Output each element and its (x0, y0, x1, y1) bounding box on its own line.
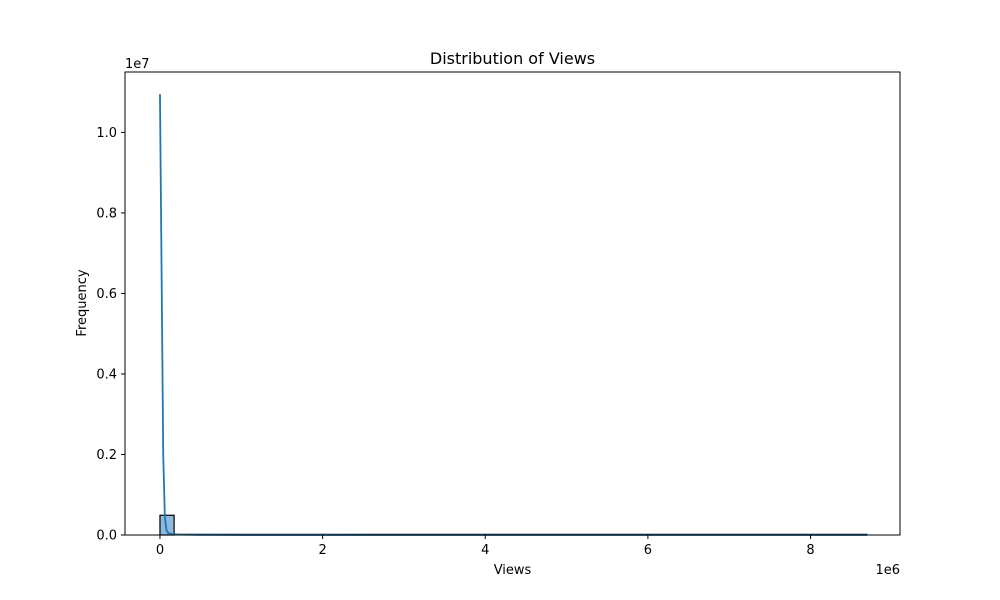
y-tick-label: 0.4 (96, 367, 117, 382)
y-tick-label: 0.8 (96, 206, 117, 221)
x-axis-offset-label: 1e6 (875, 563, 900, 578)
y-tick-label: 0.2 (96, 448, 117, 463)
axes: 0 2 4 6 8 0.0 0.2 0.4 0.6 0.8 1.0 (96, 71, 901, 558)
axes-frame (124, 71, 901, 536)
y-axis-offset-label: 1e7 (125, 57, 150, 72)
x-tick-label: 6 (644, 543, 652, 558)
y-tick-label: 0.0 (96, 529, 117, 544)
y-axis-label: Frequency (75, 269, 90, 336)
x-axis-label: Views (494, 563, 532, 578)
x-tick-label: 0 (156, 543, 164, 558)
chart-title: Distribution of Views (430, 49, 595, 68)
y-tick-label: 0.6 (96, 287, 117, 302)
x-tick-label: 2 (318, 543, 326, 558)
x-tick-label: 8 (806, 543, 814, 558)
x-tick-label: 4 (481, 543, 489, 558)
y-tick-label: 1.0 (96, 126, 117, 141)
